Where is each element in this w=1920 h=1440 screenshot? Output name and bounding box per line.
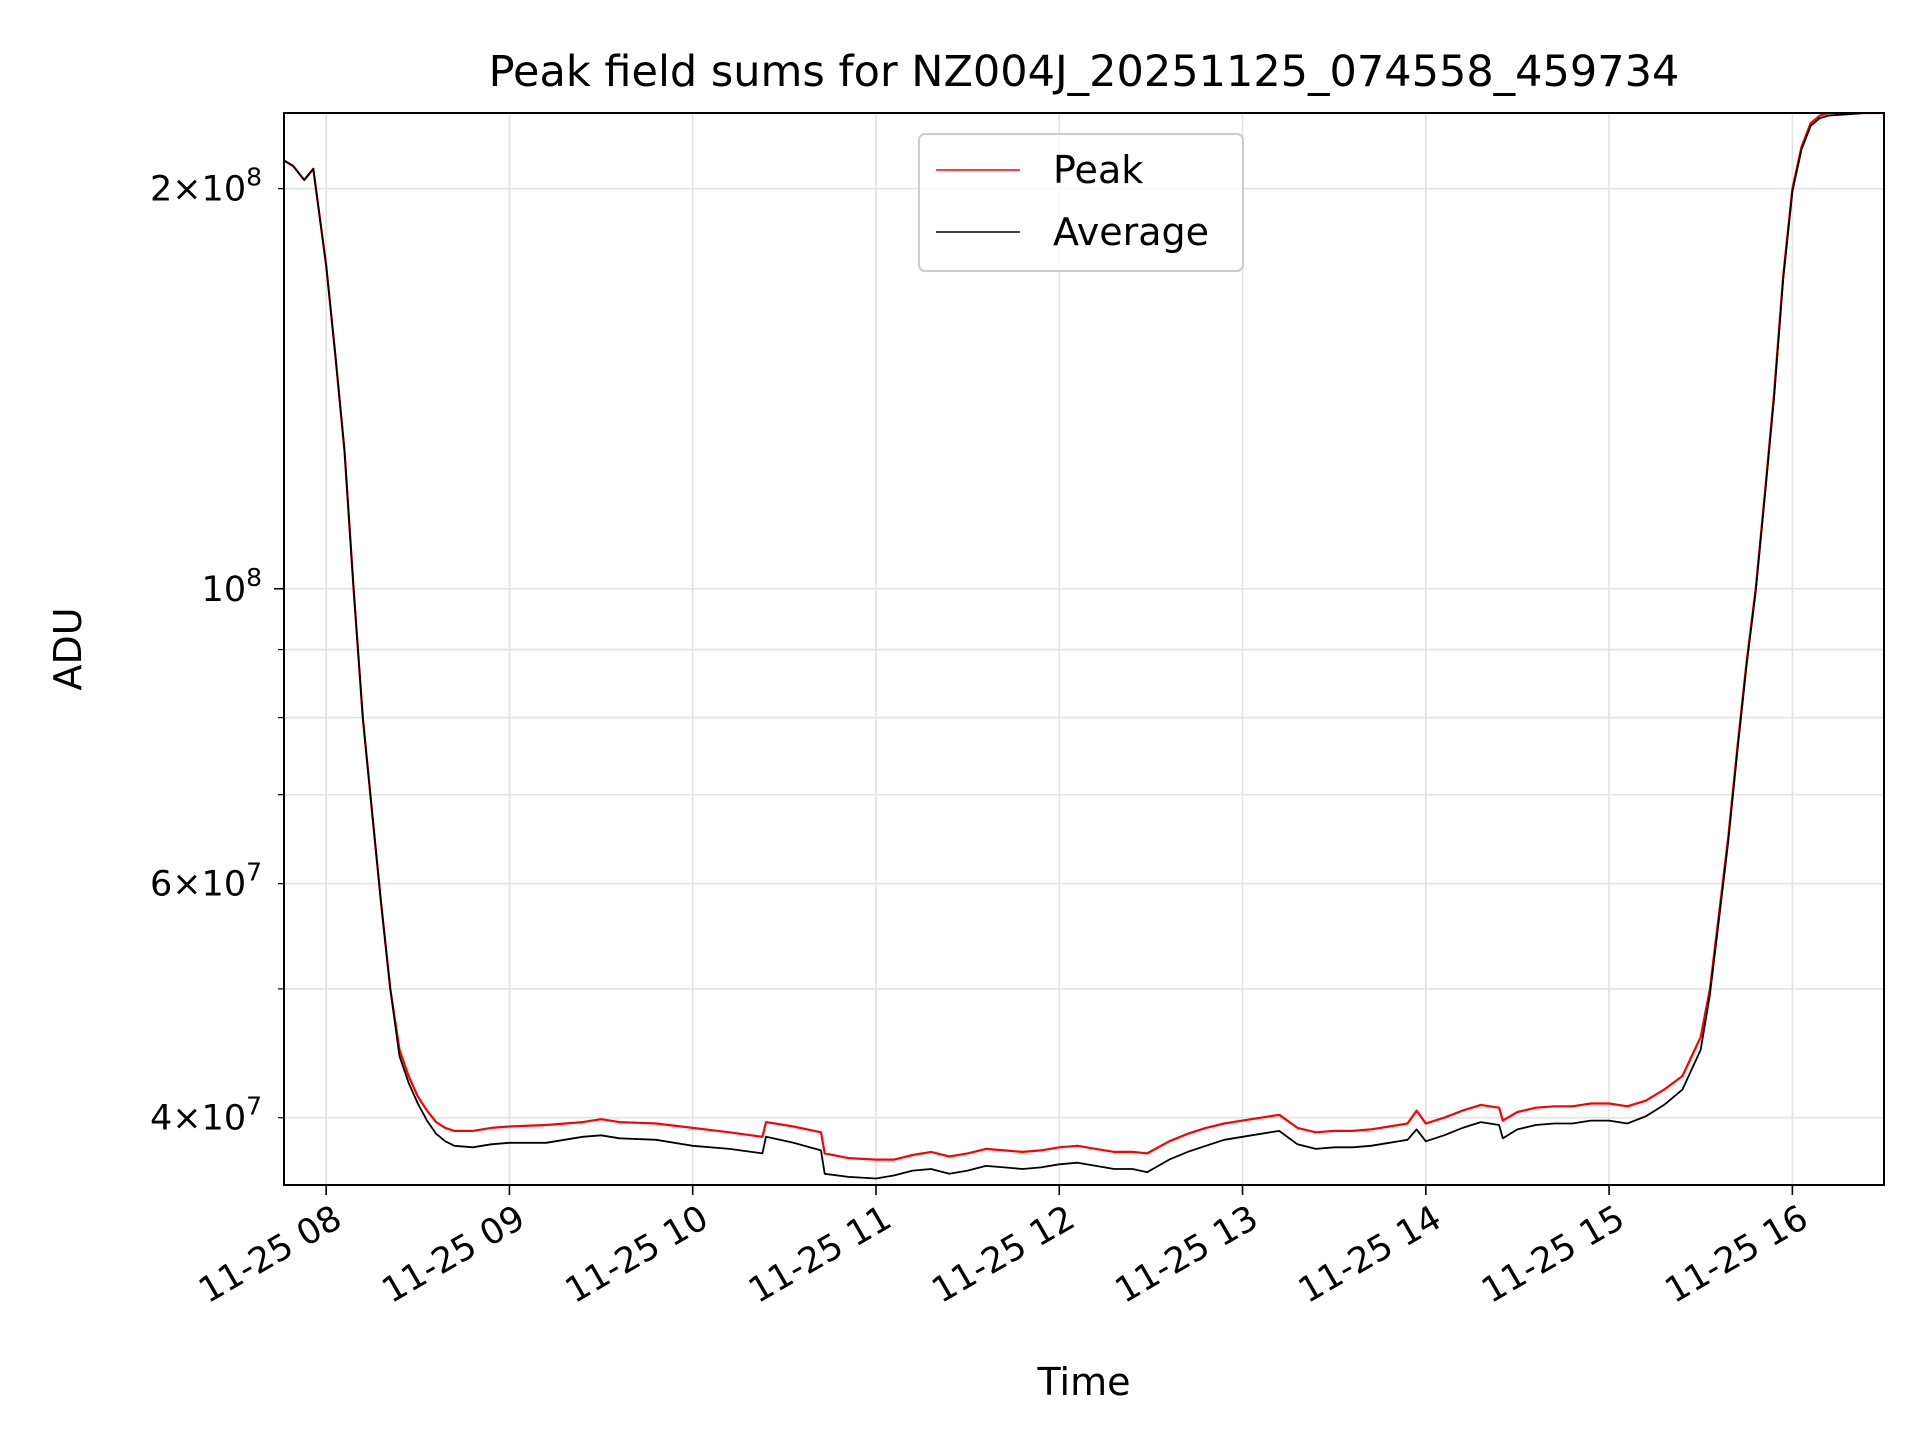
- y-tick-mantissa: 6: [150, 865, 172, 905]
- legend-label-peak: Peak: [1053, 148, 1143, 192]
- y-tick-exponent: 7: [246, 858, 262, 887]
- y-tick-mantissa: 2: [150, 170, 172, 210]
- y-tick-times: ×: [172, 170, 201, 210]
- legend-label-average: Average: [1053, 210, 1209, 254]
- y-tick-label: 6×107: [150, 858, 262, 905]
- y-tick-base: 10: [202, 570, 247, 610]
- series-line-average: [284, 113, 1884, 1180]
- y-tick-label: 108: [202, 563, 262, 610]
- chart-title: Peak field sums for NZ004J_20251125_0745…: [489, 47, 1680, 97]
- y-tick-label: 4×107: [150, 1092, 262, 1139]
- y-tick-exponent: 7: [246, 1092, 262, 1121]
- x-axis-label: Time: [1037, 1360, 1131, 1404]
- series-layer: [284, 113, 1884, 1180]
- y-axis-label: ADU: [46, 607, 90, 690]
- y-tick-exponent: 8: [246, 563, 262, 592]
- y-tick-base: 10: [202, 170, 247, 210]
- y-tick-label: 2×108: [150, 163, 262, 210]
- legend: Peak Average: [918, 133, 1244, 272]
- y-tick-times: ×: [172, 865, 201, 905]
- y-tick-mantissa: 4: [150, 1099, 172, 1139]
- series-line-peak: [284, 113, 1884, 1161]
- legend-box: [918, 133, 1244, 272]
- y-tick-times: ×: [172, 1099, 201, 1139]
- y-tick-exponent: 8: [246, 163, 262, 192]
- y-tick-base: 10: [202, 865, 247, 905]
- grid: [284, 113, 1884, 1185]
- y-tick-base: 10: [202, 1099, 247, 1139]
